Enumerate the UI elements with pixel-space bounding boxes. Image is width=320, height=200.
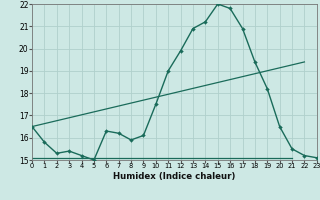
X-axis label: Humidex (Indice chaleur): Humidex (Indice chaleur) <box>113 172 236 181</box>
